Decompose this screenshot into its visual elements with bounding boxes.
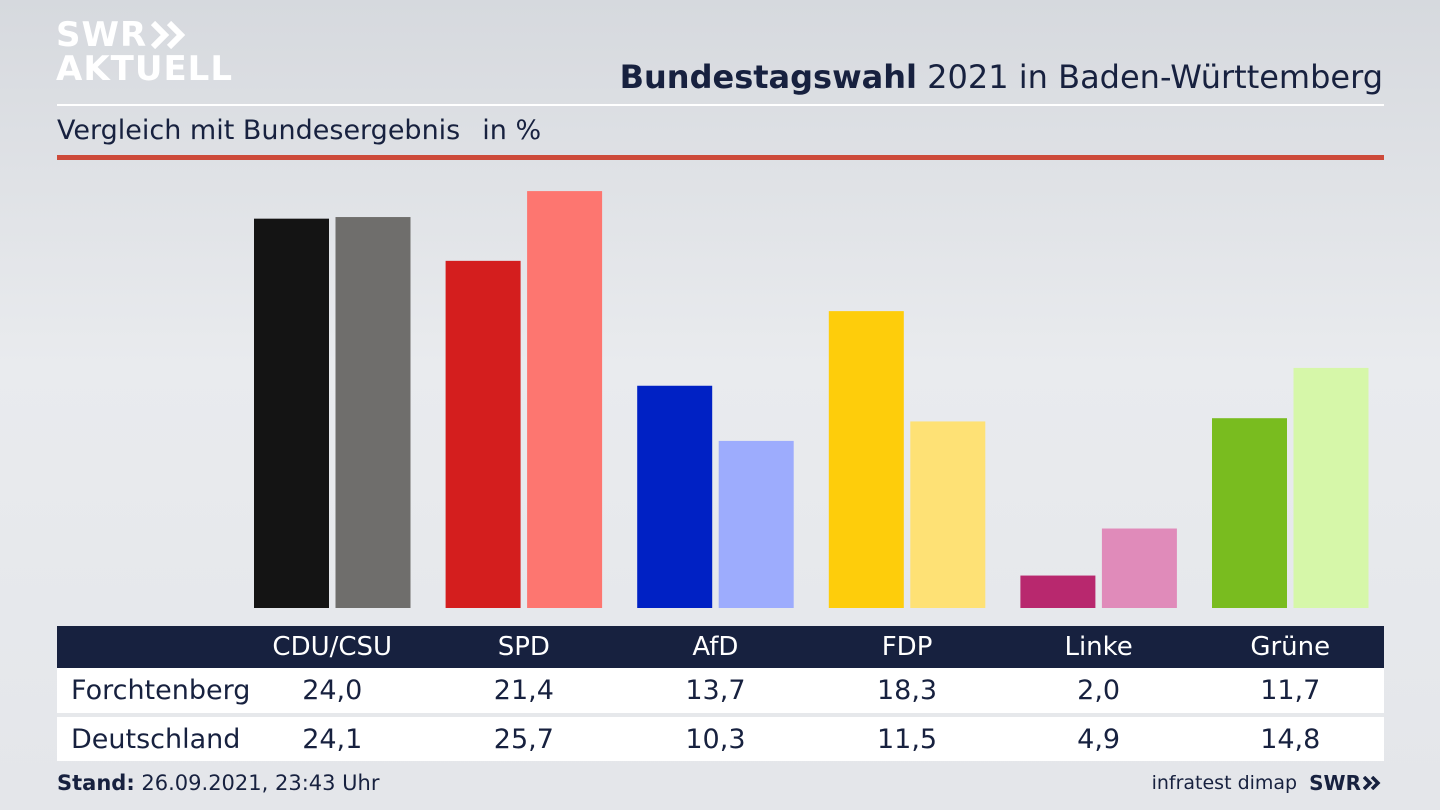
bar [1293, 367, 1369, 608]
row-label: Deutschland [71, 723, 241, 755]
double-chevron-icon [151, 21, 186, 49]
value-label: 2,0 [1077, 675, 1121, 706]
swr-brand: SWR [1309, 771, 1361, 795]
double-chevron-icon [1362, 775, 1381, 791]
bar [828, 311, 904, 608]
bar [445, 260, 521, 608]
page-title: Bundestagswahl 2021 in Baden-Württemberg [620, 58, 1383, 96]
subtitle: Vergleich mit Bundesergebnis in % [57, 115, 541, 146]
value-label: 4,9 [1077, 723, 1121, 755]
bar [335, 217, 411, 609]
value-label: 11,7 [1260, 675, 1321, 706]
bar [1020, 575, 1096, 608]
bar [527, 191, 603, 609]
value-label: 11,5 [876, 723, 938, 755]
bar [718, 440, 794, 608]
stand-value: 26.09.2021, 23:43 Uhr [134, 771, 380, 795]
swr-aktuell-logo: SWR AKTUELL [56, 18, 233, 86]
accent-rule [57, 155, 1384, 160]
value-label: 24,0 [302, 675, 363, 706]
category-label: FDP [881, 632, 933, 662]
category-label: Grüne [1250, 632, 1331, 662]
category-label: Linke [1064, 632, 1133, 662]
row-label: Forchtenberg [71, 675, 251, 706]
subtitle-text: Vergleich mit Bundesergebnis [57, 115, 461, 146]
timestamp: Stand: 26.09.2021, 23:43 Uhr [57, 771, 380, 795]
category-label: AfD [692, 632, 739, 662]
title-rest: 2021 in Baden-Württemberg [916, 58, 1383, 96]
table-row: Deutschland 24,1 25,7 10,3 11,5 4,9 14,8 [57, 717, 1384, 761]
bar [1101, 528, 1177, 608]
value-label: 25,7 [493, 723, 554, 755]
logo-line2: AKTUELL [56, 49, 234, 89]
bar-chart [254, 191, 1369, 609]
stand-label: Stand: [57, 771, 135, 795]
results-table: CDU/CSU SPD AfD FDP Linke Grüne Forchtenberg … [57, 626, 1384, 761]
value-label: 13,7 [685, 675, 746, 706]
category-label: CDU/CSU [272, 632, 393, 662]
title-bold: Bundestagswahl [619, 58, 917, 96]
logo-line1: SWR [56, 15, 148, 55]
bar [1212, 418, 1287, 608]
category-label: SPD [497, 632, 550, 662]
value-label: 21,4 [493, 675, 554, 706]
bar [637, 385, 713, 608]
source-text: infratest dimap [1151, 772, 1298, 794]
header-divider [57, 104, 1384, 106]
bar [910, 421, 986, 608]
value-label: 24,1 [302, 723, 363, 755]
table-header-row: CDU/CSU SPD AfD FDP Linke Grüne [57, 626, 1384, 668]
source-credit: infratest dimap SWR [1152, 771, 1383, 795]
table-row: Forchtenberg 24,0 21,4 13,7 18,3 2,0 11,7 [57, 668, 1384, 717]
unit-label: in % [482, 115, 542, 146]
bar [254, 218, 329, 608]
value-label: 14,8 [1260, 723, 1321, 755]
value-label: 18,3 [876, 675, 938, 706]
value-label: 10,3 [685, 723, 746, 755]
swr-footer-logo: SWR [1309, 771, 1383, 795]
